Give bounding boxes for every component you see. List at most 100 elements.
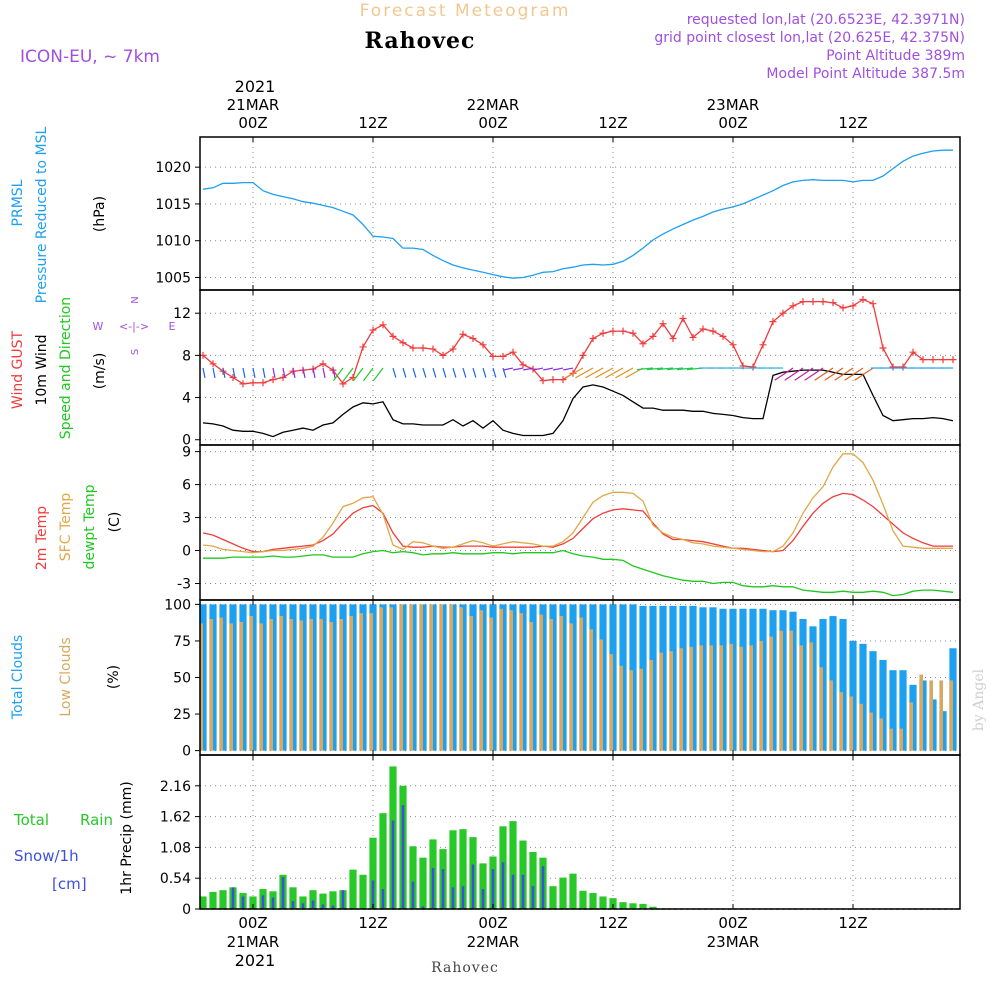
snow-bar bbox=[371, 880, 375, 909]
rain-bar bbox=[299, 896, 307, 909]
gust-marker bbox=[499, 352, 507, 360]
compass-south: S bbox=[130, 349, 141, 355]
low-cloud-bar bbox=[919, 674, 923, 751]
wind-direction-arrow bbox=[824, 367, 844, 381]
snow-bar bbox=[391, 820, 395, 909]
low-cloud-bar bbox=[529, 621, 533, 751]
rain-bar bbox=[249, 896, 257, 909]
precip-label-snow: Snow/1h bbox=[14, 847, 79, 865]
low-cloud-bar bbox=[319, 619, 323, 751]
snow-bar bbox=[451, 887, 455, 909]
gust-marker bbox=[509, 348, 517, 356]
gust-marker bbox=[819, 298, 827, 306]
low-cloud-bar bbox=[619, 665, 623, 751]
rain-bar bbox=[369, 837, 377, 909]
panel-clouds: 0 25 50 75 100 bbox=[164, 597, 961, 760]
y-tick-label: 75 bbox=[173, 634, 191, 650]
wind-direction-arrow bbox=[637, 367, 654, 371]
low-cloud-bar bbox=[279, 616, 283, 751]
low-cloud-bar bbox=[899, 728, 903, 751]
precip-label-total: Total bbox=[13, 811, 49, 829]
total-cloud-bar bbox=[869, 651, 877, 751]
snow-bar bbox=[411, 881, 415, 909]
low-cloud-bar bbox=[779, 630, 783, 751]
gust-marker bbox=[719, 332, 727, 340]
y-tick-label: 100 bbox=[164, 597, 191, 613]
y-tick-label: 4 bbox=[182, 391, 191, 407]
rain-bar bbox=[649, 906, 657, 909]
snow-bar bbox=[311, 900, 315, 909]
gust-marker bbox=[579, 351, 587, 359]
gust-marker bbox=[239, 380, 247, 388]
rain-bar bbox=[219, 890, 227, 909]
gust-marker bbox=[379, 321, 387, 329]
low-cloud-bar bbox=[599, 639, 603, 751]
low-cloud-bar bbox=[339, 619, 343, 751]
y-tick-label: 0 bbox=[182, 902, 191, 918]
wind-direction-arrow bbox=[352, 367, 364, 382]
total-cloud-bar bbox=[849, 640, 857, 751]
wind-direction-arrow bbox=[452, 367, 457, 378]
gust-marker bbox=[599, 329, 607, 337]
gust-marker bbox=[759, 341, 767, 349]
low-cloud-bar bbox=[289, 619, 293, 751]
gust-marker bbox=[679, 314, 687, 322]
gust-marker bbox=[829, 299, 837, 307]
low-cloud-bar bbox=[699, 645, 703, 751]
wind-direction-arrow bbox=[402, 367, 407, 378]
wind-direction-arrow bbox=[312, 367, 316, 378]
low-cloud-bar bbox=[519, 613, 523, 751]
wind-direction-arrow bbox=[412, 367, 417, 378]
snow-bar bbox=[421, 906, 425, 909]
wind-direction-arrow bbox=[523, 367, 534, 371]
y-tick-label: 1005 bbox=[155, 270, 191, 286]
bottom-year-label: 2021 bbox=[235, 951, 276, 970]
credit-watermark: by Angel bbox=[971, 668, 987, 731]
low-cloud-bar bbox=[949, 680, 953, 751]
low-cloud-bar bbox=[609, 654, 613, 751]
cloud-labels: Total Clouds Low Clouds (%) bbox=[10, 635, 122, 720]
panel-precipitation: 0 0.54 1.08 1.62 2.16 bbox=[160, 754, 961, 918]
cloud-units: (%) bbox=[106, 665, 122, 689]
y-tick-label: 6 bbox=[182, 478, 191, 494]
compass-east: E bbox=[169, 320, 176, 333]
low-cloud-bar bbox=[879, 718, 883, 751]
snow-bar bbox=[331, 905, 335, 909]
low-cloud-bar bbox=[249, 616, 253, 751]
compass-west: W bbox=[93, 320, 104, 333]
gust-marker bbox=[849, 302, 857, 310]
rain-bar bbox=[359, 874, 367, 909]
requested-coordinates: requested lon,lat (20.6523E, 42.3971N) bbox=[687, 12, 965, 28]
wind-direction-arrow bbox=[232, 367, 236, 378]
top-hour-label: 00Z bbox=[718, 114, 747, 132]
wind-label-speed-direction: Speed and Direction bbox=[58, 297, 74, 439]
wind-direction-arrow bbox=[834, 367, 854, 381]
bottom-hour-label: 00Z bbox=[718, 914, 747, 932]
snow-bar bbox=[231, 887, 235, 909]
wind-direction-arrow bbox=[814, 367, 834, 381]
gust-marker bbox=[899, 363, 907, 371]
low-cloud-bar bbox=[659, 652, 663, 751]
wind-direction-arrow bbox=[332, 367, 344, 382]
wind-direction-arrow bbox=[844, 367, 864, 381]
gust-marker bbox=[799, 298, 807, 306]
series-line-2m-temp bbox=[202, 492, 953, 553]
gust-marker bbox=[559, 376, 567, 384]
snow-bar bbox=[441, 869, 445, 909]
wind-direction-arrow bbox=[302, 367, 306, 378]
snow-bar bbox=[341, 890, 345, 909]
low-cloud-bar bbox=[929, 680, 933, 751]
bottom-hour-label: 12Z bbox=[358, 914, 387, 932]
gust-marker bbox=[949, 356, 957, 364]
gust-marker bbox=[699, 325, 707, 333]
total-cloud-bar bbox=[889, 670, 897, 751]
low-cloud-bar bbox=[509, 610, 513, 751]
gust-marker bbox=[369, 326, 377, 334]
low-cloud-bar bbox=[719, 645, 723, 751]
wind-labels: Wind GUST 10m Wind Speed and Direction (… bbox=[10, 296, 176, 439]
total-cloud-bar bbox=[859, 643, 867, 751]
total-cloud-bar bbox=[879, 659, 887, 751]
low-cloud-bar bbox=[429, 604, 433, 751]
low-cloud-bar bbox=[489, 617, 493, 751]
